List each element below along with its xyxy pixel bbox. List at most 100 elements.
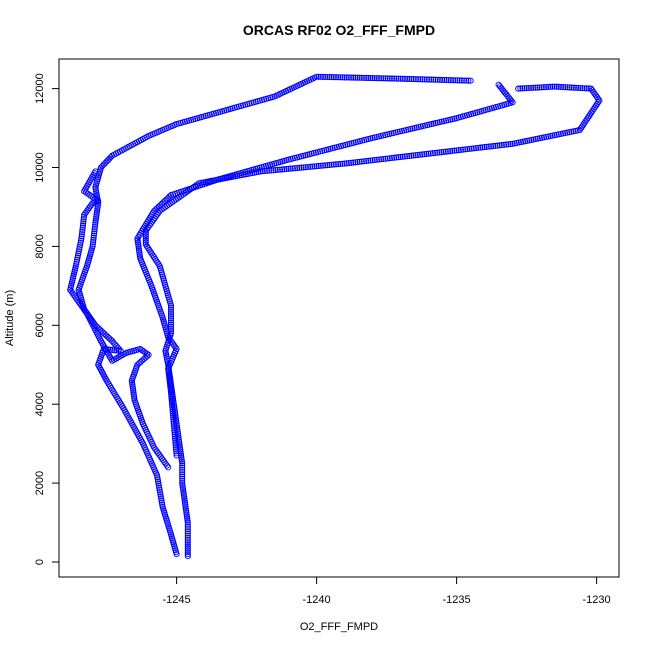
data-point xyxy=(156,486,163,493)
data-point xyxy=(545,83,552,91)
data-point xyxy=(401,153,408,160)
data-point xyxy=(158,200,165,207)
data-point xyxy=(79,222,86,229)
data-point xyxy=(80,216,87,223)
data-point xyxy=(575,84,582,91)
data-point xyxy=(90,236,97,243)
data-point xyxy=(451,147,458,154)
data-point xyxy=(485,143,492,150)
data-point xyxy=(184,545,191,552)
data-point xyxy=(311,163,318,170)
data-point xyxy=(163,196,170,203)
data-point xyxy=(442,148,449,155)
data-point xyxy=(326,161,333,169)
data-point xyxy=(270,167,277,174)
data-point xyxy=(172,437,179,444)
x-tick-label: -1230 xyxy=(583,594,611,606)
data-point xyxy=(156,488,164,496)
data-point xyxy=(388,75,396,82)
data-point xyxy=(472,145,480,152)
data-point xyxy=(80,213,87,221)
data-point xyxy=(184,521,191,528)
data-point xyxy=(324,73,331,81)
data-point xyxy=(352,159,359,166)
data-point xyxy=(532,84,539,91)
data-point xyxy=(78,231,85,238)
data-point xyxy=(410,76,417,83)
data-point xyxy=(183,511,190,518)
data-point xyxy=(170,422,178,430)
data-point xyxy=(142,241,149,248)
data-point xyxy=(463,77,470,84)
data-point xyxy=(330,74,337,81)
data-point xyxy=(178,458,185,465)
data-point xyxy=(172,439,179,446)
data-point xyxy=(330,161,337,168)
data-point xyxy=(272,166,279,174)
data-point xyxy=(534,84,541,91)
data-point xyxy=(168,395,175,402)
data-point xyxy=(393,75,400,82)
data-point xyxy=(104,333,111,340)
data-point xyxy=(320,162,327,169)
data-point xyxy=(337,160,344,167)
data-point xyxy=(341,160,348,167)
data-point xyxy=(320,73,327,80)
data-point xyxy=(496,142,503,149)
data-point xyxy=(447,77,454,84)
data-point xyxy=(350,159,357,166)
data-point xyxy=(401,75,409,82)
data-point xyxy=(106,335,113,342)
data-point xyxy=(160,199,167,206)
data-point xyxy=(176,442,183,449)
data-point xyxy=(279,166,286,173)
y-axis-label: Altitude (m) xyxy=(4,290,16,346)
data-point xyxy=(184,523,191,530)
data-point xyxy=(367,74,374,82)
data-point xyxy=(468,145,475,152)
data-point xyxy=(380,155,387,163)
data-point xyxy=(109,346,116,354)
data-point xyxy=(408,152,415,159)
data-point xyxy=(131,397,138,404)
data-point xyxy=(180,487,187,495)
data-point xyxy=(339,74,346,81)
data-point xyxy=(92,168,99,175)
data-point xyxy=(171,425,178,432)
data-point xyxy=(339,160,346,167)
data-point xyxy=(443,76,450,84)
data-point xyxy=(313,163,320,170)
data-point xyxy=(458,77,465,84)
data-point xyxy=(483,143,490,150)
data-point xyxy=(542,84,550,91)
data-point xyxy=(159,501,166,508)
data-point xyxy=(140,356,147,363)
data-point xyxy=(156,484,163,491)
data-point xyxy=(570,84,577,91)
data-point xyxy=(360,74,368,81)
data-point xyxy=(168,397,175,404)
data-point xyxy=(317,73,324,80)
data-point xyxy=(184,528,191,535)
data-point xyxy=(184,549,191,556)
data-point xyxy=(352,74,359,81)
data-point xyxy=(315,73,322,80)
y-tick-label: 12000 xyxy=(34,73,46,104)
data-point xyxy=(283,165,290,173)
data-point xyxy=(579,85,586,92)
data-point xyxy=(500,141,508,148)
data-point xyxy=(167,313,175,320)
data-point xyxy=(173,452,180,459)
data-point xyxy=(395,154,402,161)
data-point xyxy=(421,76,428,83)
x-axis: -1245 -1240 -1235 -1230 xyxy=(163,576,611,606)
data-point xyxy=(328,161,335,168)
data-point xyxy=(142,235,149,242)
data-point xyxy=(438,149,445,156)
data-point xyxy=(373,156,380,163)
data-point xyxy=(406,75,413,83)
data-point xyxy=(348,159,355,166)
data-point xyxy=(154,476,161,483)
data-point xyxy=(158,495,165,502)
data-point xyxy=(165,367,172,374)
